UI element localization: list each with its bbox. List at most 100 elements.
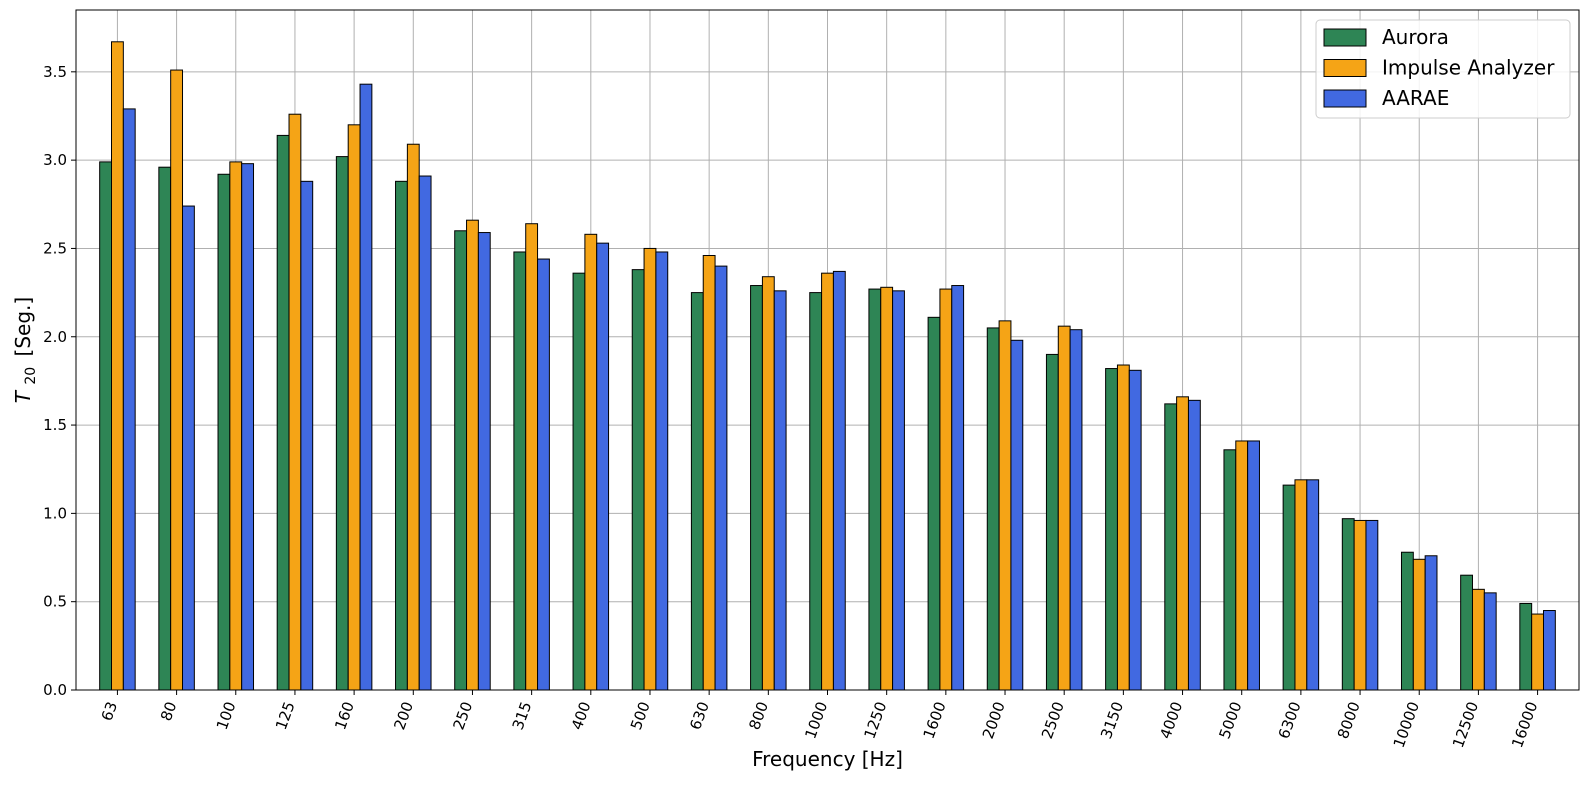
x-tick-label: 630 — [686, 699, 713, 732]
bar-aurora — [927, 316, 941, 691]
bar-aurora — [276, 134, 290, 691]
bar-impulse-analyzer — [288, 113, 302, 691]
bar-aurora — [395, 180, 408, 691]
bar-aarae — [1187, 399, 1201, 691]
bar-impulse-analyzer — [170, 69, 184, 691]
x-tick-label: 2000 — [979, 699, 1009, 741]
bar-aarae — [951, 285, 965, 691]
bar-aarae — [359, 83, 373, 691]
bar-aurora — [1045, 353, 1059, 691]
y-tick-label: 0.5 — [43, 593, 67, 611]
bar-aarae — [1306, 479, 1320, 691]
bar-aarae — [1069, 329, 1083, 691]
bar-aarae — [1010, 339, 1024, 691]
x-tick-label: 6300 — [1275, 699, 1305, 741]
x-tick-label: 1000 — [801, 699, 831, 741]
bar-aurora — [1282, 484, 1296, 691]
bar-aarae — [537, 258, 550, 691]
x-tick-label: 16000 — [1508, 699, 1541, 750]
x-tick-label: 8000 — [1334, 699, 1364, 741]
bar-aurora — [690, 292, 704, 691]
bar-aarae — [122, 108, 136, 691]
bar-aarae — [655, 251, 669, 691]
x-tick-label: 3150 — [1097, 699, 1127, 741]
bar-impulse-analyzer — [998, 320, 1012, 691]
bar-aurora — [631, 269, 645, 691]
bar-aarae — [773, 290, 787, 691]
bar-impulse-analyzer — [1116, 364, 1130, 691]
bar-aarae — [1483, 592, 1497, 691]
legend-swatch — [1323, 28, 1367, 47]
bar-aarae — [300, 180, 314, 691]
bar-impulse-analyzer — [347, 124, 361, 691]
y-axis-title: T 20 [Seg.] — [11, 297, 40, 403]
y-tick-label: 2.5 — [43, 239, 67, 257]
bar-aurora — [1341, 518, 1355, 691]
bar-aarae — [1247, 440, 1260, 691]
bar-impulse-analyzer — [229, 161, 243, 691]
x-tick-label: 63 — [98, 699, 121, 723]
legend-swatch — [1323, 89, 1367, 108]
bar-aurora — [99, 161, 113, 691]
x-tick-label: 10000 — [1390, 699, 1423, 750]
x-tick-label: 160 — [331, 699, 358, 732]
y-axis-title-unit: [Seg.] — [11, 297, 35, 357]
bar-impulse-analyzer — [406, 143, 420, 691]
legend-box — [1315, 19, 1571, 119]
bar-aarae — [477, 232, 491, 691]
y-tick-label: 1.0 — [43, 504, 67, 522]
y-tick-label: 3.0 — [43, 151, 67, 169]
bar-aarae — [714, 265, 728, 691]
x-tick-label: 12500 — [1449, 699, 1482, 750]
bar-aurora — [1105, 368, 1118, 691]
bar-impulse-analyzer — [702, 255, 716, 691]
x-axis-title: Frequency [Hz] — [752, 747, 903, 771]
bar-aarae — [832, 270, 846, 691]
legend-label: Impulse Analyzer — [1382, 56, 1555, 80]
bar-aarae — [1365, 519, 1379, 691]
x-tick-label: 400 — [568, 699, 595, 732]
bar-aurora — [1164, 403, 1178, 691]
bar-aurora — [454, 230, 468, 691]
bar-aarae — [241, 163, 255, 691]
x-tick-label: 250 — [450, 699, 477, 732]
bar-aurora — [750, 285, 763, 691]
bar-aarae — [1424, 555, 1438, 691]
bar-impulse-analyzer — [761, 276, 775, 691]
y-axis-title-subscript: 20 — [23, 367, 39, 385]
bar-impulse-analyzer — [1176, 396, 1189, 691]
bar-aurora — [158, 166, 172, 691]
bar-aurora — [1223, 449, 1237, 691]
x-tick-label: 100 — [213, 699, 240, 732]
y-axis-title-main: T — [11, 389, 35, 403]
bar-aarae — [1542, 610, 1556, 691]
bar-aurora — [1400, 551, 1414, 691]
bar-aurora — [1519, 602, 1533, 691]
bar-aurora — [986, 327, 1000, 691]
bar-impulse-analyzer — [821, 272, 834, 691]
bar-impulse-analyzer — [1471, 588, 1485, 691]
bar-aurora — [217, 173, 231, 691]
bar-impulse-analyzer — [1531, 613, 1544, 691]
x-tick-label: 315 — [509, 699, 536, 732]
bar-impulse-analyzer — [643, 247, 657, 691]
bar-aurora — [809, 292, 823, 691]
bar-impulse-analyzer — [880, 286, 894, 691]
x-tick-label: 4000 — [1156, 699, 1186, 741]
bar-aarae — [1128, 369, 1142, 691]
bar-aurora — [868, 288, 882, 691]
bar-impulse-analyzer — [1057, 325, 1071, 691]
bar-impulse-analyzer — [1235, 440, 1249, 691]
legend-swatch — [1323, 59, 1367, 77]
bar-aarae — [596, 242, 610, 691]
x-tick-label: 80 — [157, 699, 180, 723]
legend-label: Aurora — [1382, 25, 1449, 49]
bar-aarae — [418, 175, 432, 691]
bar-aurora — [1460, 574, 1473, 691]
x-tick-label: 1600 — [920, 699, 950, 741]
bar-impulse-analyzer — [111, 41, 124, 691]
y-tick-label: 0.0 — [43, 681, 67, 699]
bar-aurora — [335, 156, 349, 691]
x-tick-label: 500 — [627, 699, 654, 732]
